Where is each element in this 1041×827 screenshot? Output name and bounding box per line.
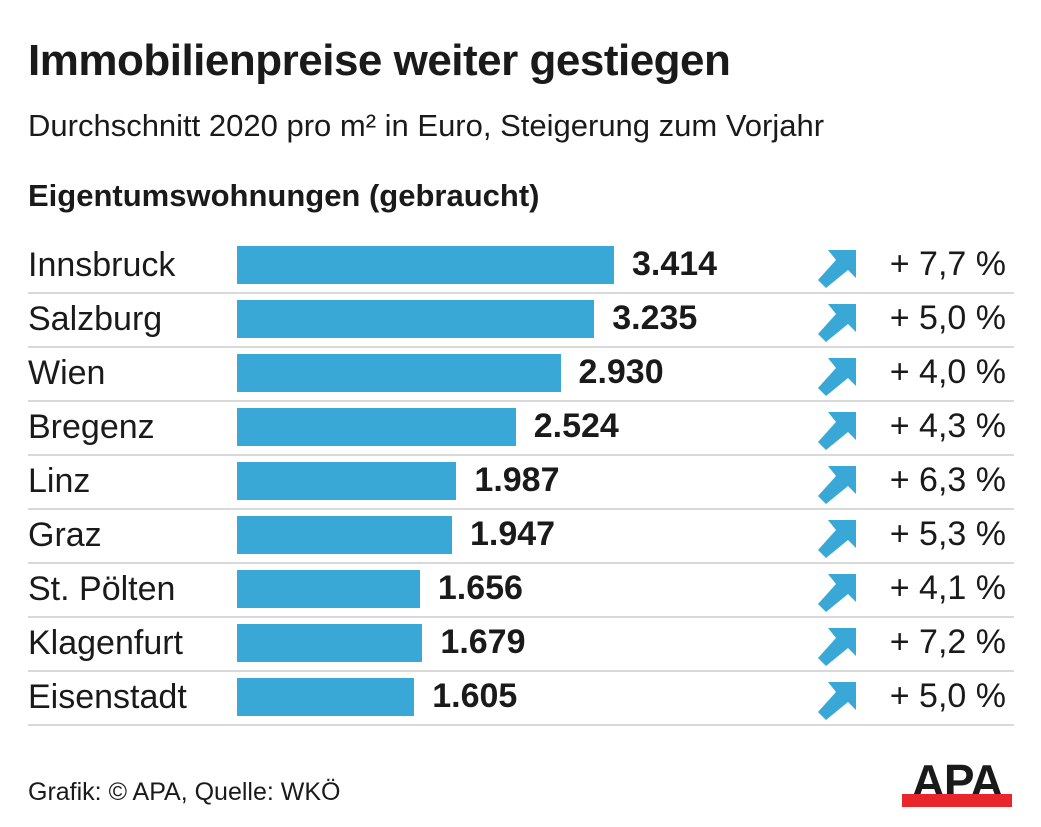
section-heading: Eigentumswohnungen (gebraucht) bbox=[28, 178, 540, 213]
value-label: 1.679 bbox=[440, 623, 526, 661]
table-row: Graz 1.947 + 5,3 % bbox=[28, 510, 1014, 564]
change-label: + 6,3 % bbox=[889, 461, 1006, 499]
arrow-up-right-icon bbox=[818, 680, 858, 720]
arrow-up-right-icon bbox=[818, 248, 858, 288]
change-label: + 7,7 % bbox=[889, 245, 1006, 283]
table-row: Linz 1.987 + 6,3 % bbox=[28, 456, 1014, 510]
category-label: Graz bbox=[28, 516, 102, 554]
bar bbox=[237, 408, 516, 446]
chart-title: Immobilienpreise weiter gestiegen bbox=[28, 36, 731, 85]
category-label: St. Pölten bbox=[28, 570, 176, 608]
arrow-up-right-icon bbox=[818, 518, 858, 558]
arrow-up-right-icon bbox=[818, 410, 858, 450]
value-label: 2.524 bbox=[533, 407, 619, 445]
table-row: Eisenstadt 1.605 + 5,0 % bbox=[28, 672, 1014, 726]
bar bbox=[237, 678, 415, 716]
value-label: 3.414 bbox=[632, 245, 718, 283]
change-label: + 5,0 % bbox=[889, 299, 1006, 337]
category-label: Klagenfurt bbox=[28, 624, 183, 662]
value-label: 2.930 bbox=[578, 353, 664, 391]
change-label: + 5,3 % bbox=[889, 515, 1006, 553]
table-row: Innsbruck 3.414 + 7,7 % bbox=[28, 240, 1014, 294]
value-label: 1.656 bbox=[437, 569, 523, 607]
apa-logo-red-bar bbox=[902, 794, 1012, 807]
arrow-up-right-icon bbox=[818, 572, 858, 612]
chart-subtitle: Durchschnitt 2020 pro m² in Euro, Steige… bbox=[28, 108, 825, 143]
arrow-up-right-icon bbox=[818, 626, 858, 666]
bar bbox=[237, 570, 420, 608]
bar-chart: Innsbruck 3.414 + 7,7 % Salzburg 3.235 + 5,0 … bbox=[28, 240, 1014, 726]
apa-logo: APA bbox=[902, 755, 1012, 807]
value-label: 1.947 bbox=[470, 515, 556, 553]
table-row: St. Pölten 1.656 + 4,1 % bbox=[28, 564, 1014, 618]
change-label: + 4,3 % bbox=[889, 407, 1006, 445]
category-label: Bregenz bbox=[28, 408, 155, 446]
bar bbox=[237, 354, 561, 392]
bar bbox=[237, 246, 614, 284]
table-row: Salzburg 3.235 + 5,0 % bbox=[28, 294, 1014, 348]
category-label: Innsbruck bbox=[28, 246, 176, 284]
table-row: Wien 2.930 + 4,0 % bbox=[28, 348, 1014, 402]
source-credit: Grafik: © APA, Quelle: WKÖ bbox=[28, 778, 341, 806]
value-label: 1.605 bbox=[432, 677, 518, 715]
bar bbox=[237, 462, 457, 500]
table-row: Bregenz 2.524 + 4,3 % bbox=[28, 402, 1014, 456]
bar bbox=[237, 300, 595, 338]
change-label: + 4,1 % bbox=[889, 569, 1006, 607]
value-label: 3.235 bbox=[612, 299, 698, 337]
value-label: 1.987 bbox=[474, 461, 560, 499]
arrow-up-right-icon bbox=[818, 464, 858, 504]
category-label: Eisenstadt bbox=[28, 678, 187, 716]
category-label: Wien bbox=[28, 354, 106, 392]
bar bbox=[237, 624, 423, 662]
arrow-up-right-icon bbox=[818, 302, 858, 342]
change-label: + 7,2 % bbox=[889, 623, 1006, 661]
change-label: + 4,0 % bbox=[889, 353, 1006, 391]
arrow-up-right-icon bbox=[818, 356, 858, 396]
bar bbox=[237, 516, 452, 554]
category-label: Linz bbox=[28, 462, 91, 500]
table-row: Klagenfurt 1.679 + 7,2 % bbox=[28, 618, 1014, 672]
change-label: + 5,0 % bbox=[889, 677, 1006, 715]
category-label: Salzburg bbox=[28, 300, 163, 338]
